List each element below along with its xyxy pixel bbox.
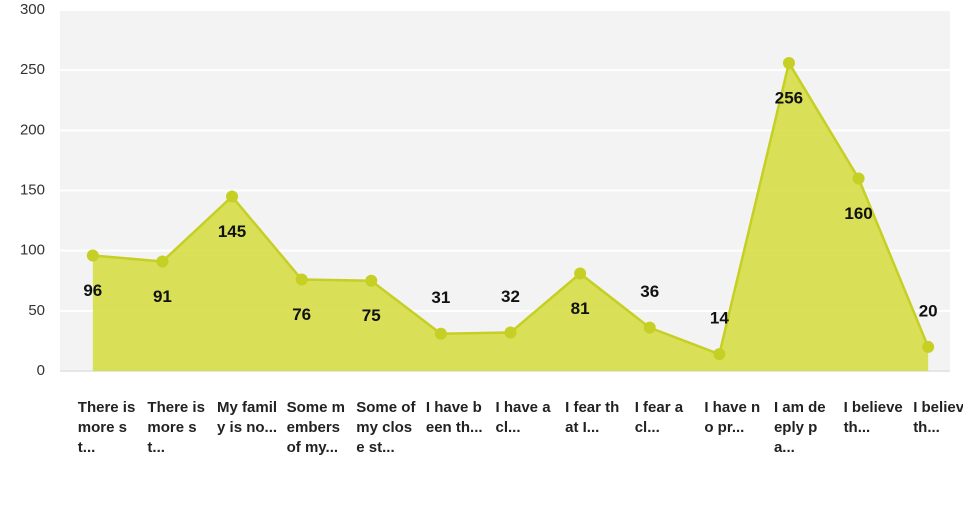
marker xyxy=(434,327,447,340)
x-tick-label: Some of my close st... xyxy=(356,399,416,456)
x-tick-label: I fear that I... xyxy=(565,399,620,436)
x-tick-label: There is more st... xyxy=(147,399,205,456)
y-tick-label: 0 xyxy=(37,362,45,379)
value-label: 145 xyxy=(218,222,246,241)
x-tick-label: I believe th... xyxy=(843,399,903,436)
x-tick-label: I have no pr... xyxy=(704,399,761,436)
x-tick-label: My family is no... xyxy=(217,399,278,436)
marker xyxy=(852,172,865,185)
value-label: 20 xyxy=(919,301,938,320)
marker xyxy=(86,249,99,262)
y-tick-label: 300 xyxy=(20,1,45,18)
value-label: 75 xyxy=(362,306,381,325)
y-tick-label: 200 xyxy=(20,121,45,138)
marker xyxy=(782,56,795,69)
marker xyxy=(156,255,169,268)
value-label: 36 xyxy=(640,282,659,301)
x-tick-label: Some members of my... xyxy=(286,399,345,456)
area xyxy=(92,62,929,372)
value-label: 256 xyxy=(775,88,803,107)
marker xyxy=(922,340,935,353)
y-tick-label: 100 xyxy=(20,242,45,259)
x-tick-label: I believe th... xyxy=(913,399,963,436)
value-label: 32 xyxy=(501,287,520,306)
x-tick-label: I have been th... xyxy=(425,399,483,436)
x-tick-label: There is more st... xyxy=(77,399,136,456)
marker xyxy=(226,190,239,203)
x-tick-label: I am deeply pa... xyxy=(773,399,826,456)
marker xyxy=(713,348,726,361)
y-tick-label: 250 xyxy=(20,61,45,78)
y-tick-label: 50 xyxy=(28,302,45,319)
y-tick-label: 150 xyxy=(20,181,45,198)
marker xyxy=(574,267,587,280)
marker xyxy=(365,274,378,287)
value-label: 31 xyxy=(431,288,450,307)
marker xyxy=(295,273,308,286)
value-label: 160 xyxy=(844,204,872,223)
x-tick-label: I have a cl... xyxy=(495,399,551,436)
marker xyxy=(504,326,517,339)
value-label: 14 xyxy=(710,309,729,328)
x-tick-label: I fear a cl... xyxy=(634,399,684,436)
value-label: 91 xyxy=(153,287,172,306)
value-label: 76 xyxy=(292,305,311,324)
value-label: 81 xyxy=(571,299,590,318)
value-label: 96 xyxy=(83,281,102,300)
marker xyxy=(643,321,656,334)
